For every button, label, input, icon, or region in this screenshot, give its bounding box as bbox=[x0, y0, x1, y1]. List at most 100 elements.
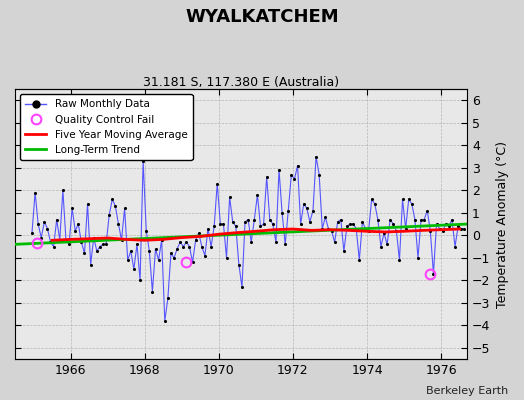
Point bbox=[62, 237, 70, 243]
Point bbox=[235, 261, 243, 268]
Point bbox=[318, 225, 326, 232]
Point bbox=[170, 255, 178, 261]
Point bbox=[253, 192, 261, 198]
Point bbox=[191, 237, 200, 243]
Point bbox=[398, 196, 407, 202]
Point bbox=[127, 248, 135, 254]
Point bbox=[182, 239, 191, 245]
Point bbox=[303, 205, 311, 212]
Point bbox=[315, 171, 323, 178]
Point bbox=[361, 225, 369, 232]
Point bbox=[358, 219, 367, 225]
Point bbox=[49, 243, 58, 250]
Point bbox=[160, 318, 169, 324]
Point bbox=[108, 196, 116, 202]
Point bbox=[173, 246, 181, 252]
Point bbox=[423, 207, 431, 214]
Point bbox=[228, 219, 237, 225]
Point bbox=[380, 230, 388, 236]
Point bbox=[250, 216, 258, 223]
Point bbox=[355, 257, 364, 263]
Point bbox=[408, 201, 416, 207]
Point bbox=[80, 250, 89, 256]
Point bbox=[305, 219, 314, 225]
Point bbox=[383, 241, 391, 248]
Point bbox=[28, 230, 36, 236]
Point bbox=[65, 241, 73, 248]
Point bbox=[74, 221, 82, 227]
Point bbox=[352, 225, 361, 232]
Point bbox=[145, 248, 154, 254]
Point bbox=[68, 205, 77, 212]
Point bbox=[124, 257, 132, 263]
Point bbox=[454, 223, 462, 230]
Point bbox=[263, 174, 271, 180]
Point bbox=[278, 210, 286, 216]
Point bbox=[155, 257, 163, 263]
Point bbox=[142, 228, 150, 234]
Point bbox=[83, 201, 92, 207]
Point bbox=[309, 207, 317, 214]
Point bbox=[210, 223, 219, 230]
Point bbox=[336, 216, 345, 223]
Point bbox=[117, 237, 126, 243]
Point bbox=[429, 270, 438, 277]
Point bbox=[445, 223, 453, 230]
Point bbox=[136, 277, 144, 284]
Point bbox=[201, 252, 209, 259]
Point bbox=[426, 228, 434, 234]
Point bbox=[370, 201, 379, 207]
Point bbox=[377, 243, 385, 250]
Point bbox=[71, 228, 80, 234]
Y-axis label: Temperature Anomaly (°C): Temperature Anomaly (°C) bbox=[496, 140, 509, 308]
Point bbox=[244, 216, 253, 223]
Point bbox=[346, 221, 354, 227]
Point bbox=[442, 221, 450, 227]
Point bbox=[367, 196, 376, 202]
Point bbox=[139, 158, 147, 164]
Point bbox=[213, 180, 222, 187]
Point bbox=[241, 219, 249, 225]
Point bbox=[281, 241, 289, 248]
Point bbox=[129, 266, 138, 272]
Point bbox=[343, 223, 351, 230]
Legend: Raw Monthly Data, Quality Control Fail, Five Year Moving Average, Long-Term Tren: Raw Monthly Data, Quality Control Fail, … bbox=[20, 94, 192, 160]
Point bbox=[256, 223, 265, 230]
Point bbox=[46, 239, 54, 245]
Point bbox=[266, 216, 274, 223]
Point bbox=[56, 237, 64, 243]
Point bbox=[333, 219, 342, 225]
Point bbox=[324, 225, 333, 232]
Point bbox=[99, 241, 107, 248]
Point bbox=[204, 225, 212, 232]
Point bbox=[451, 243, 459, 250]
Point bbox=[102, 241, 110, 248]
Point bbox=[114, 221, 123, 227]
Point bbox=[151, 246, 160, 252]
Point bbox=[238, 284, 246, 290]
Point bbox=[374, 216, 382, 223]
Point bbox=[284, 207, 292, 214]
Point bbox=[167, 250, 175, 256]
Point bbox=[93, 248, 101, 254]
Point bbox=[411, 216, 419, 223]
Point bbox=[417, 216, 425, 223]
Text: WYALKATCHEM: WYALKATCHEM bbox=[185, 8, 339, 26]
Point bbox=[77, 239, 85, 245]
Point bbox=[121, 205, 129, 212]
Point bbox=[439, 228, 447, 234]
Point bbox=[225, 194, 234, 200]
Point bbox=[59, 187, 67, 194]
Point bbox=[457, 225, 465, 232]
Point bbox=[293, 162, 302, 169]
Point bbox=[52, 216, 61, 223]
Point bbox=[269, 221, 277, 227]
Point bbox=[207, 243, 215, 250]
Point bbox=[460, 225, 468, 232]
Point bbox=[420, 216, 428, 223]
Point bbox=[179, 243, 188, 250]
Point bbox=[331, 239, 339, 245]
Point bbox=[232, 223, 240, 230]
Point bbox=[448, 216, 456, 223]
Point bbox=[185, 243, 194, 250]
